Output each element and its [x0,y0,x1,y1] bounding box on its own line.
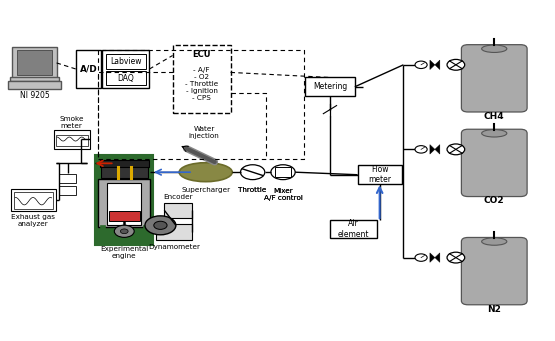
Text: - A/F
- O2
- Throttle
- Ignition
- CPS: - A/F - O2 - Throttle - Ignition - CPS [185,67,218,101]
FancyBboxPatch shape [108,183,141,224]
Text: CH4: CH4 [484,112,504,121]
Circle shape [415,146,427,153]
Circle shape [240,165,265,180]
Text: N2: N2 [487,305,501,314]
Text: Air
element: Air element [337,219,369,239]
FancyBboxPatch shape [143,225,149,245]
Circle shape [145,216,176,235]
FancyBboxPatch shape [59,174,77,183]
Text: DAQ: DAQ [118,74,134,83]
Text: Encoder: Encoder [163,194,193,200]
FancyBboxPatch shape [54,130,90,149]
FancyBboxPatch shape [59,186,77,195]
FancyBboxPatch shape [100,225,105,245]
Text: Supercharger: Supercharger [181,187,230,193]
FancyBboxPatch shape [164,203,192,218]
Polygon shape [435,60,440,70]
FancyBboxPatch shape [305,77,355,96]
FancyBboxPatch shape [13,192,53,209]
Circle shape [120,229,128,234]
Circle shape [415,61,427,69]
Circle shape [154,221,167,229]
Text: NI 9205: NI 9205 [19,91,49,100]
FancyBboxPatch shape [173,45,230,113]
Text: Experimental
engine: Experimental engine [100,246,148,259]
Ellipse shape [482,130,507,137]
Text: Throttle: Throttle [239,187,267,193]
Ellipse shape [179,163,232,182]
FancyBboxPatch shape [461,237,527,305]
FancyBboxPatch shape [275,167,291,177]
FancyBboxPatch shape [56,135,88,146]
Polygon shape [430,60,435,70]
Text: Mixer
A/F control: Mixer A/F control [264,188,302,201]
Text: Dynamometer: Dynamometer [148,244,200,250]
FancyBboxPatch shape [330,220,377,238]
Text: Smoke
meter: Smoke meter [59,116,84,129]
Text: CO2: CO2 [484,196,504,205]
FancyBboxPatch shape [357,165,402,184]
Polygon shape [430,253,435,262]
FancyBboxPatch shape [9,77,59,81]
Text: Labview: Labview [110,57,142,66]
FancyBboxPatch shape [156,224,192,240]
FancyBboxPatch shape [106,55,146,69]
Polygon shape [435,145,440,154]
FancyBboxPatch shape [11,189,56,211]
Circle shape [415,254,427,261]
FancyBboxPatch shape [17,50,52,75]
Polygon shape [430,145,435,154]
FancyBboxPatch shape [12,47,57,78]
FancyBboxPatch shape [76,50,101,88]
Text: Exhaust gas
analyzer: Exhaust gas analyzer [12,214,56,227]
FancyBboxPatch shape [99,160,149,166]
Text: ECU: ECU [193,50,211,59]
FancyBboxPatch shape [461,45,527,112]
Ellipse shape [482,45,507,53]
FancyBboxPatch shape [109,211,140,221]
Circle shape [271,165,295,180]
Circle shape [447,252,465,263]
FancyBboxPatch shape [100,166,148,178]
Text: Water
injection: Water injection [189,126,219,139]
FancyBboxPatch shape [461,129,527,196]
FancyBboxPatch shape [98,179,150,227]
Text: Metering: Metering [313,82,347,91]
Circle shape [114,225,134,237]
Text: Throttle: Throttle [239,187,267,193]
Ellipse shape [482,238,507,245]
Text: Flow
meter: Flow meter [368,165,391,184]
FancyBboxPatch shape [8,80,61,89]
Circle shape [447,144,465,155]
FancyBboxPatch shape [106,71,146,85]
Text: Mixer
A/F control: Mixer A/F control [264,188,302,201]
Circle shape [447,59,465,70]
Polygon shape [435,253,440,262]
Text: A/D: A/D [79,64,97,74]
FancyBboxPatch shape [103,50,149,88]
FancyBboxPatch shape [95,155,153,245]
